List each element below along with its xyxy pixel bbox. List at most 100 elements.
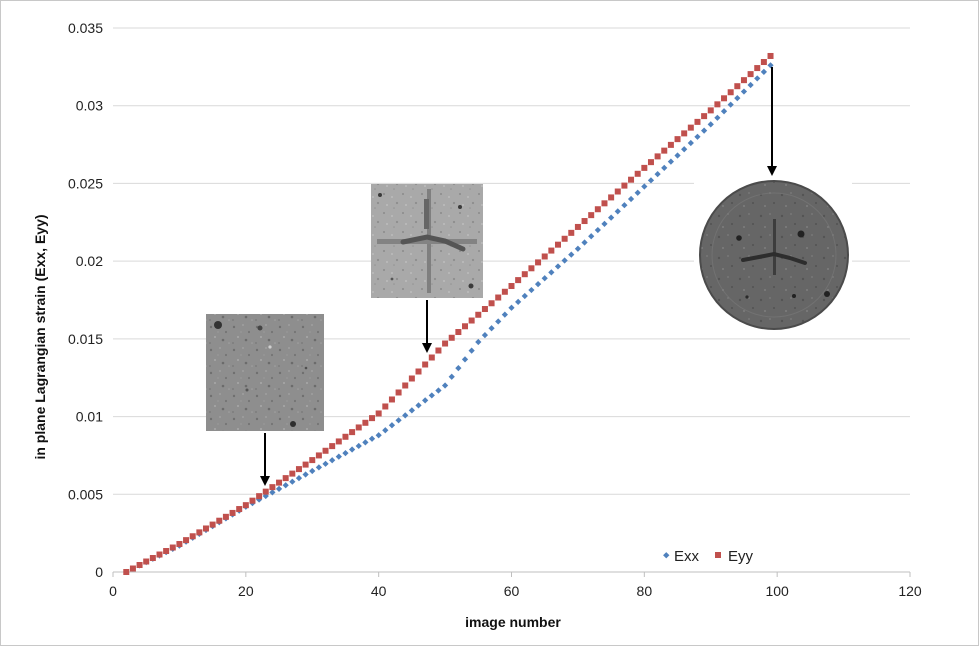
data-point-exx bbox=[641, 183, 648, 190]
data-point-exx bbox=[714, 114, 721, 121]
data-point-eyy bbox=[202, 525, 209, 532]
data-point-eyy bbox=[402, 382, 409, 389]
data-point-eyy bbox=[242, 502, 249, 509]
data-point-eyy bbox=[687, 124, 694, 131]
legend-item-eyy: Eyy bbox=[715, 548, 754, 565]
data-point-eyy bbox=[734, 83, 741, 90]
data-point-eyy bbox=[289, 470, 296, 477]
data-point-eyy bbox=[634, 170, 641, 177]
y-axis-tick-labels: 0 0.005 0.01 0.015 0.02 0.025 0.03 0.035 bbox=[68, 20, 103, 580]
data-point-eyy bbox=[282, 475, 289, 482]
data-point-eyy bbox=[249, 497, 256, 504]
data-point-exx bbox=[282, 482, 289, 489]
data-point-eyy bbox=[422, 361, 429, 368]
data-point-exx bbox=[734, 95, 741, 102]
data-point-eyy bbox=[315, 452, 322, 459]
data-point-eyy bbox=[754, 65, 761, 72]
x-tick-label: 60 bbox=[504, 583, 520, 599]
data-point-exx bbox=[694, 133, 701, 140]
y-tick-label: 0.035 bbox=[68, 20, 103, 36]
data-point-eyy bbox=[714, 101, 721, 108]
legend-marker-eyy bbox=[715, 552, 721, 558]
y-tick-label: 0.01 bbox=[76, 409, 103, 425]
axes bbox=[112, 571, 911, 577]
data-point-exx bbox=[594, 226, 601, 234]
data-point-eyy bbox=[727, 89, 734, 96]
data-point-eyy bbox=[647, 159, 654, 166]
data-point-eyy bbox=[721, 95, 728, 102]
data-point-eyy bbox=[236, 506, 243, 513]
x-tick-label: 80 bbox=[637, 583, 653, 599]
data-point-eyy bbox=[488, 300, 495, 307]
data-point-eyy bbox=[349, 429, 356, 436]
data-point-eyy bbox=[395, 389, 402, 396]
data-point-eyy bbox=[508, 283, 515, 290]
inset-image-mid bbox=[371, 184, 483, 298]
data-point-exx bbox=[362, 439, 369, 446]
data-point-exx bbox=[548, 269, 555, 276]
data-point-exx bbox=[581, 239, 588, 246]
data-point-eyy bbox=[621, 182, 628, 189]
data-point-exx bbox=[335, 453, 342, 460]
data-point-eyy bbox=[740, 77, 747, 84]
data-point-eyy bbox=[136, 562, 143, 569]
data-point-eyy bbox=[554, 241, 561, 248]
data-point-exx bbox=[574, 245, 582, 252]
data-point-exx bbox=[528, 286, 535, 294]
data-point-exx bbox=[661, 164, 668, 171]
annotation-arrows bbox=[260, 67, 777, 486]
data-point-exx bbox=[455, 364, 462, 372]
data-point-eyy bbox=[435, 347, 442, 354]
data-point-exx bbox=[681, 146, 688, 153]
data-point-exx bbox=[428, 392, 435, 399]
data-point-exx bbox=[747, 81, 754, 89]
data-point-eyy bbox=[388, 396, 395, 403]
data-point-eyy bbox=[375, 410, 382, 417]
data-point-eyy bbox=[568, 229, 575, 236]
data-point-exx bbox=[315, 464, 323, 471]
data-point-eyy bbox=[342, 433, 349, 440]
x-axis-title: image number bbox=[465, 614, 561, 630]
data-point-exx bbox=[435, 387, 442, 394]
data-point-eyy bbox=[129, 565, 136, 572]
x-tick-label: 40 bbox=[371, 583, 387, 599]
data-point-exx bbox=[375, 432, 382, 439]
data-point-exx bbox=[601, 220, 608, 227]
data-point-exx bbox=[355, 442, 362, 450]
data-point-eyy bbox=[594, 206, 601, 213]
data-point-exx bbox=[700, 127, 708, 134]
data-point-exx bbox=[634, 189, 641, 196]
data-point-exx bbox=[322, 460, 329, 467]
data-point-exx bbox=[760, 68, 767, 75]
data-point-eyy bbox=[495, 294, 502, 301]
data-point-exx bbox=[289, 478, 296, 485]
legend-label-eyy: Eyy bbox=[728, 548, 754, 565]
data-point-eyy bbox=[455, 329, 462, 336]
data-point-eyy bbox=[329, 443, 336, 450]
data-point-exx bbox=[448, 373, 455, 380]
data-point-eyy bbox=[209, 521, 216, 528]
y-tick-label: 0.02 bbox=[76, 253, 103, 269]
data-point-exx bbox=[614, 208, 621, 215]
data-point-eyy bbox=[262, 488, 269, 495]
data-point-eyy bbox=[355, 424, 362, 431]
data-point-eyy bbox=[654, 153, 661, 160]
data-point-eyy bbox=[335, 438, 342, 445]
x-tick-label: 0 bbox=[109, 583, 117, 599]
data-point-exx bbox=[541, 275, 548, 282]
data-point-eyy bbox=[362, 419, 369, 426]
data-point-exx bbox=[382, 427, 389, 434]
data-point-exx bbox=[309, 467, 316, 475]
data-point-exx bbox=[740, 88, 748, 95]
data-point-exx bbox=[475, 338, 482, 346]
data-point-eyy bbox=[468, 317, 475, 324]
data-point-eyy bbox=[548, 247, 555, 254]
data-point-eyy bbox=[521, 271, 528, 278]
data-point-exx bbox=[275, 485, 283, 492]
data-point-eyy bbox=[123, 569, 130, 575]
data-point-eyy bbox=[561, 235, 568, 242]
data-point-exx bbox=[687, 139, 694, 147]
data-point-eyy bbox=[674, 136, 681, 143]
data-point-exx bbox=[495, 318, 502, 325]
